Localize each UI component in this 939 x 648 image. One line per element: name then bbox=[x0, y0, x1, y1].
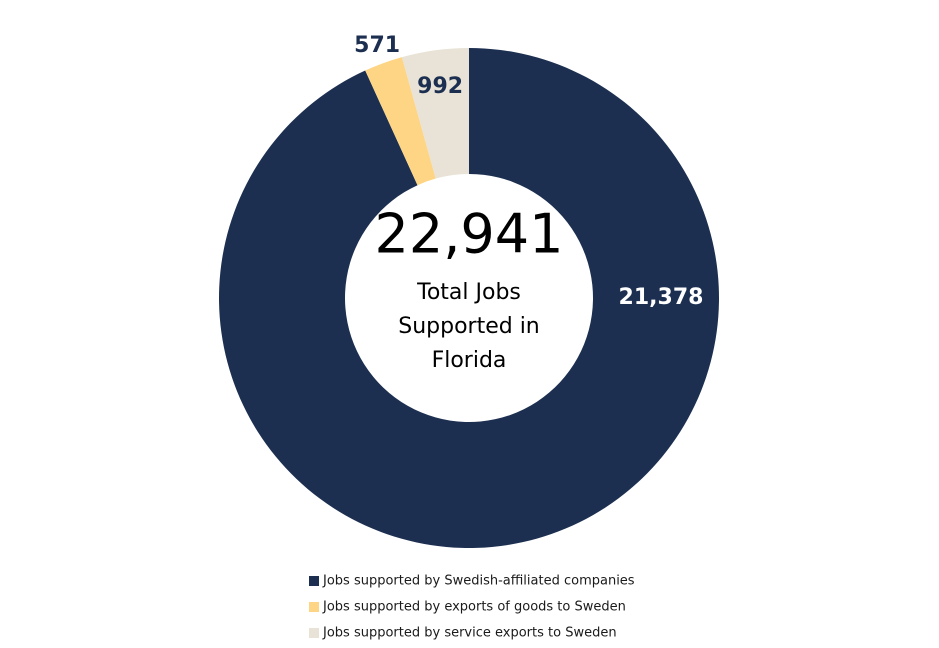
value-label: 571 bbox=[354, 33, 400, 58]
legend-label: Jobs supported by service exports to Swe… bbox=[322, 626, 617, 641]
center-label: Total Jobs bbox=[416, 280, 521, 305]
donut-slice bbox=[365, 57, 436, 186]
value-label: 21,378 bbox=[619, 285, 704, 310]
legend-label: Jobs supported by Swedish-affiliated com… bbox=[322, 574, 635, 589]
center-label: Supported in bbox=[398, 314, 540, 339]
legend-label: Jobs supported by exports of goods to Sw… bbox=[322, 600, 626, 615]
center-total: 22,941 bbox=[375, 203, 564, 266]
legend-swatch bbox=[309, 576, 319, 586]
legend-swatch bbox=[309, 628, 319, 638]
donut-slice bbox=[401, 48, 469, 179]
value-label: 992 bbox=[417, 74, 463, 99]
donut-slice bbox=[219, 48, 720, 548]
center-label: Florida bbox=[432, 348, 507, 373]
legend-swatch bbox=[309, 602, 319, 612]
